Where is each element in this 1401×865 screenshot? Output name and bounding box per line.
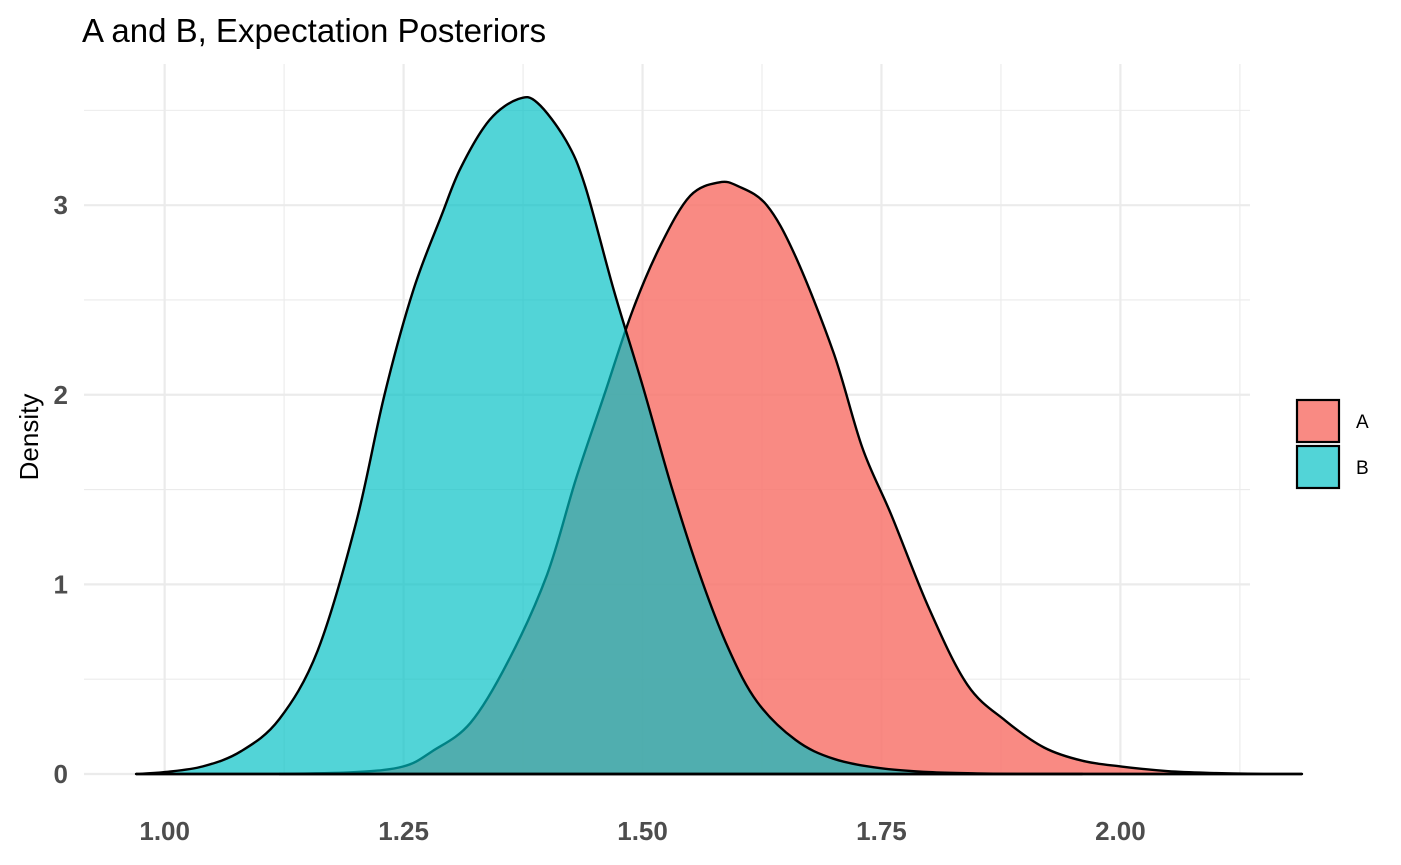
- y-tick-label-1: 1: [54, 569, 68, 599]
- legend: AB: [1295, 398, 1369, 490]
- legend-label-a: A: [1356, 412, 1369, 433]
- y-axis-label: Density: [14, 394, 44, 481]
- density-area-b: [134, 95, 1084, 776]
- y-tick-label-3: 3: [54, 190, 68, 220]
- legend-key-a: [1295, 398, 1341, 444]
- x-axis-tick-labels: 1.00 1.25 1.50 1.75 2.00: [139, 816, 1145, 846]
- x-tick-label-0: 1.00: [139, 816, 190, 846]
- chart-title: A and B, Expectation Posteriors: [82, 12, 546, 49]
- y-tick-label-2: 2: [54, 380, 68, 410]
- x-tick-label-4: 2.00: [1095, 816, 1146, 846]
- density-series: [134, 95, 1304, 776]
- y-tick-label-0: 0: [54, 759, 68, 789]
- legend-key-b: [1295, 444, 1341, 490]
- y-axis-tick-labels: 0 1 2 3: [54, 190, 68, 789]
- legend-label-b: B: [1356, 458, 1369, 479]
- x-tick-label-3: 1.75: [856, 816, 907, 846]
- x-tick-label-2: 1.50: [617, 816, 668, 846]
- x-tick-label-1: 1.25: [378, 816, 429, 846]
- plot-panel: [84, 64, 1304, 776]
